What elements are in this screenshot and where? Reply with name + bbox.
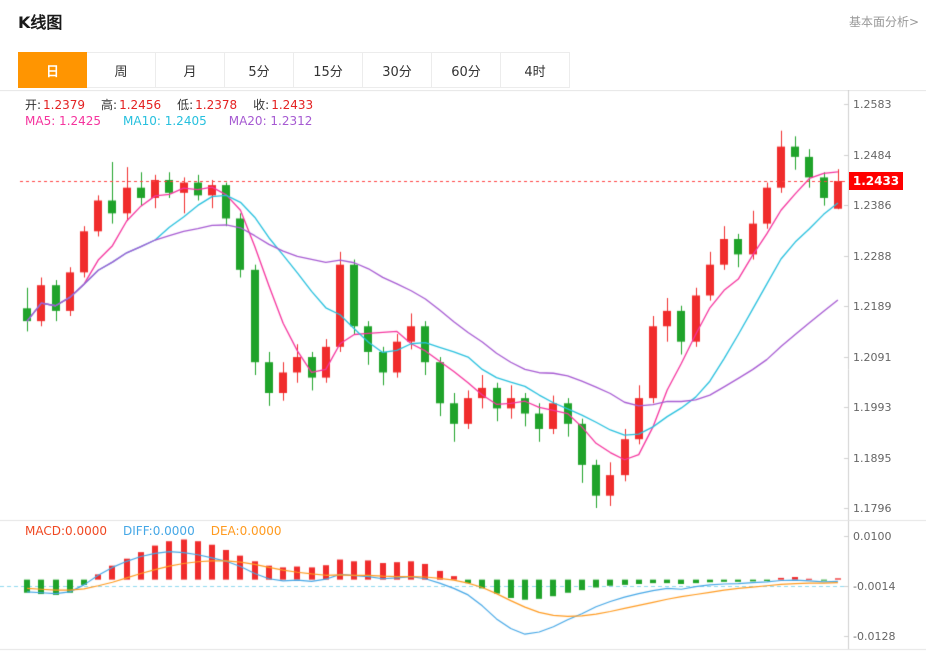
y-axis-label: 1.2091 [853,350,892,364]
period-tabs: 日 周 月 5分 15分 30分 60分 4时 [18,52,570,88]
close-info: 收: 1.2433 [253,98,314,112]
tab-month[interactable]: 月 [156,52,225,88]
tab-15min[interactable]: 15分 [294,52,363,88]
diff-value-legend: DIFF:0.0000 [123,524,195,538]
y-axis-label: 1.2386 [853,199,892,212]
tab-4hour[interactable]: 4时 [501,52,570,88]
tab-week[interactable]: 周 [87,52,156,88]
dea-value-legend: DEA:0.0000 [210,524,282,538]
chart-area: 开: 1.2379 高: 1.2456 低: 1.2378 收: 1.2433 MA5:… [0,90,926,651]
ma5-legend: MA5: 1.2425 [25,114,102,128]
y-axis-label: 1.2583 [853,98,892,111]
page-title: K线图 [18,13,63,32]
low-info: 低: 1.2378 [177,98,238,112]
kline-chart-canvas[interactable] [0,90,926,651]
y-axis-label: 1.2189 [853,300,892,313]
last-price-tag: 1.2433 [849,172,903,190]
tab-30min[interactable]: 30分 [363,52,432,88]
y-axis-label: 1.1796 [853,502,892,515]
y-axis-label: 1.1993 [853,401,892,414]
ma20-legend: MA20: 1.2312 [228,114,313,128]
ma10-legend: MA10: 1.2405 [123,114,207,128]
macd-value-legend: MACD:0.0000 [25,524,108,538]
ohlc-info: 开: 1.2379 高: 1.2456 低: 1.2378 收: 1.2433 [25,96,313,113]
macd-y-axis-label: -0.0014 [853,579,896,593]
tab-60min[interactable]: 60分 [432,52,501,88]
high-info: 高: 1.2456 [101,98,162,112]
tab-day[interactable]: 日 [18,52,87,88]
macd-y-axis-label: 0.0100 [853,530,892,543]
fundamental-analysis-link[interactable]: 基本面分析> [848,15,919,29]
y-axis-label: 1.2288 [853,249,892,263]
y-axis-label: 1.2484 [853,148,892,162]
ma-legend: MA5: 1.2425 MA10: 1.2405 MA20: 1.2312 [25,114,312,128]
tab-5min[interactable]: 5分 [225,52,294,88]
macd-y-axis-label: -0.0128 [853,629,896,643]
y-axis-label: 1.1895 [853,451,892,465]
open-info: 开: 1.2379 [25,98,86,112]
macd-legend: MACD:0.0000 DIFF:0.0000 DEA:0.0000 [25,524,282,538]
